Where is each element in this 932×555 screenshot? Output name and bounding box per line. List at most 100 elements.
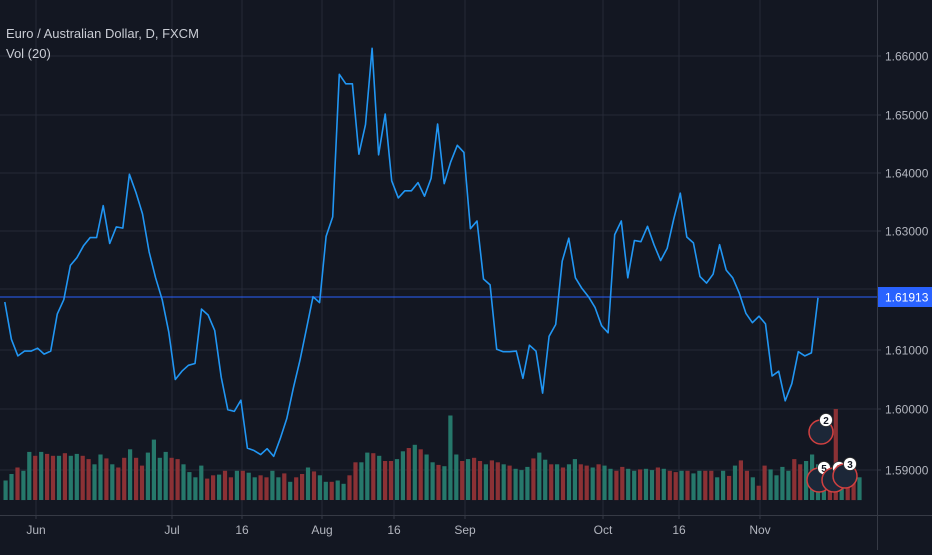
time-axis-bg [0, 515, 932, 550]
volume-bar [323, 481, 328, 500]
volume-bar [50, 455, 56, 500]
volume-bar [252, 477, 257, 501]
volume-bar [685, 470, 690, 501]
time-tick-label: Aug [311, 523, 332, 537]
event-badge[interactable]: 2 [808, 413, 834, 445]
volume-bar [513, 468, 518, 500]
volume-bar [632, 470, 637, 501]
volume-bar [679, 470, 684, 501]
volume-bar [596, 464, 601, 501]
volume-bar [608, 468, 613, 500]
volume-bar [175, 459, 180, 500]
volume-bar [804, 461, 809, 500]
price-line[interactable] [4, 47, 819, 458]
price-tick-label: 1.63000 [885, 225, 929, 239]
time-axis[interactable]: Jun Jul 16 Aug 16 Sep Oct 16 Nov [26, 515, 771, 537]
volume-bar [116, 467, 121, 500]
volume-bar [27, 451, 32, 500]
volume-bar [9, 474, 14, 500]
volume-bar [181, 464, 186, 501]
volume-bar [697, 470, 702, 501]
volume-bar [845, 477, 850, 501]
volume-bar [851, 470, 856, 501]
volume-bar [92, 464, 97, 501]
volume-bar [732, 465, 738, 500]
volume-bar [193, 477, 198, 501]
volume-bar [768, 469, 773, 500]
volume-bar [555, 464, 560, 501]
price-tick-label: 1.66000 [885, 50, 929, 64]
volume-bar [531, 458, 536, 500]
last-price-badge [878, 287, 932, 307]
volume-bar [667, 470, 672, 501]
price-axis[interactable]: 1.66000 1.65000 1.64000 1.63000 1.61000 1.600… [877, 50, 929, 478]
volume-bars [3, 409, 862, 501]
volume-bar [495, 462, 500, 500]
volume-bar [489, 460, 494, 500]
price-tick-label: 1.64000 [885, 167, 929, 181]
volume-bar [134, 457, 139, 501]
price-axis-bg [877, 0, 932, 550]
price-tick-label: 1.60000 [885, 403, 929, 417]
volume-bar [371, 453, 376, 500]
volume-bar [643, 468, 649, 500]
event-badge[interactable]: 3 [832, 457, 858, 489]
volume-bar [246, 472, 251, 500]
volume-bar [703, 470, 708, 501]
volume-bar [857, 477, 862, 501]
volume-bar [56, 455, 62, 500]
volume-bar [205, 478, 210, 500]
volume-bar [39, 451, 44, 500]
volume-bar [738, 460, 743, 500]
event-badge-count-bubble [843, 457, 857, 471]
volume-bar [774, 475, 779, 500]
event-badge-count: 5 [821, 464, 827, 475]
volume-bar [62, 453, 67, 500]
volume-bar [3, 480, 8, 500]
volume-bar [98, 454, 103, 500]
volume-bar [353, 462, 358, 500]
volume-bar [750, 477, 755, 501]
volume-bar [430, 462, 435, 500]
volume-bar [460, 461, 465, 500]
volume-bar [638, 469, 643, 500]
volume-bar [412, 444, 417, 501]
volume-bar [442, 466, 447, 500]
volume-bar [756, 485, 761, 500]
volume-bar [68, 455, 73, 500]
volume-bar [709, 470, 714, 501]
volume-bar [549, 464, 554, 501]
volume-bar [519, 470, 524, 500]
volume-bar [151, 439, 156, 501]
last-price-label: 1.61913 [885, 291, 929, 305]
volume-bar [335, 480, 340, 500]
volume-bar [727, 475, 732, 500]
price-tick-label: 1.61000 [885, 344, 929, 358]
volume-bar [661, 468, 666, 500]
volume-bar [394, 459, 400, 500]
volume-bar [798, 464, 803, 501]
volume-bar [507, 465, 512, 500]
volume-bar [234, 470, 239, 501]
volume-bar [472, 457, 477, 501]
volume-bar [80, 455, 85, 500]
volume-bar [21, 470, 26, 501]
volume-bar [365, 452, 370, 500]
event-badges[interactable]: 2533 [806, 413, 858, 493]
volume-bar [264, 477, 269, 501]
volume-bar [240, 470, 245, 501]
volume-bar [139, 465, 145, 500]
price-tick-label: 1.59000 [885, 464, 929, 478]
volume-bar [543, 459, 548, 500]
volume-bar [525, 466, 530, 500]
volume-bar [833, 409, 838, 500]
volume-bar [300, 474, 305, 500]
volume-bar [590, 467, 595, 500]
volume-bar [721, 470, 726, 501]
volume-bar [673, 472, 678, 500]
event-badge-count: 2 [823, 416, 829, 427]
volume-bar [388, 461, 394, 500]
volume-bar [578, 464, 583, 501]
volume-bar [169, 457, 174, 501]
